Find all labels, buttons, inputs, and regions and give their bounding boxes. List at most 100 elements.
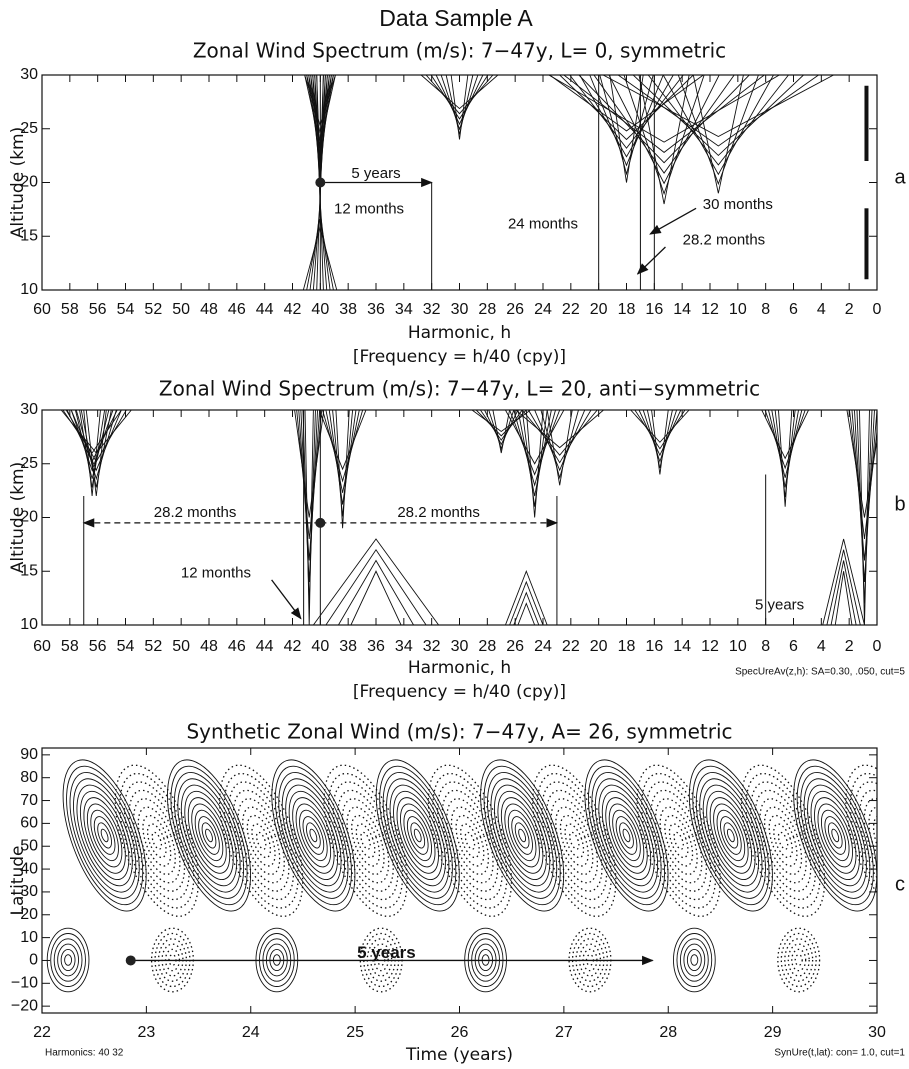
contour <box>605 797 648 874</box>
contour <box>777 831 789 850</box>
x-tick-label: 56 <box>89 301 107 318</box>
contour <box>83 410 101 497</box>
x-axis-sublabel: [Frequency = h/40 (cpy)] <box>353 682 566 702</box>
contour <box>638 75 690 205</box>
contour <box>699 778 763 893</box>
x-tick-label: 40 <box>311 301 329 318</box>
contour <box>332 781 399 901</box>
x-tick-label: 24 <box>534 301 552 318</box>
contour <box>881 831 894 850</box>
x-tick-label: 25 <box>346 1024 364 1041</box>
contour <box>759 798 807 884</box>
x-tick-label: 20 <box>590 638 608 655</box>
annotation: 5 years <box>755 597 804 614</box>
contour <box>517 410 552 497</box>
contour <box>430 75 489 120</box>
contour <box>874 822 900 860</box>
x-tick-label: 27 <box>555 1024 573 1041</box>
x-tick-label: 32 <box>423 638 441 655</box>
contour <box>872 814 877 867</box>
contour <box>803 778 867 893</box>
contour <box>645 781 712 901</box>
contour <box>549 75 704 132</box>
annotation: 30 months <box>703 196 773 213</box>
x-tick-label: 48 <box>200 301 218 318</box>
x-tick-label: 52 <box>144 301 162 318</box>
contour <box>647 75 789 166</box>
contour <box>602 75 834 138</box>
contour <box>251 823 272 859</box>
contour <box>274 765 352 906</box>
contour <box>830 560 857 625</box>
y-tick-label: 90 <box>20 746 38 763</box>
contour <box>483 765 561 906</box>
contour <box>650 789 708 892</box>
contour <box>410 822 426 849</box>
contour <box>679 938 709 982</box>
contour <box>848 410 877 540</box>
contour <box>548 75 780 143</box>
contour <box>845 764 877 917</box>
contour <box>471 410 531 433</box>
contour <box>97 822 112 849</box>
x-tick-label: 48 <box>200 638 218 655</box>
contour <box>584 759 669 912</box>
x-tick-label: 56 <box>89 638 107 655</box>
contour <box>325 548 427 625</box>
contour <box>608 75 720 185</box>
contour <box>630 410 690 443</box>
x-tick-label: 4 <box>817 301 826 318</box>
x-tick-label: 46 <box>228 301 246 318</box>
contour <box>780 932 817 988</box>
contour <box>773 823 793 859</box>
contour <box>60 948 76 972</box>
contour <box>46 927 90 993</box>
contour <box>778 410 793 507</box>
contour <box>335 410 350 529</box>
point <box>315 177 326 188</box>
y-tick-label: 60 <box>20 815 38 832</box>
y-tick-label: 80 <box>20 769 38 786</box>
contour <box>500 797 544 874</box>
x-tick-label: 44 <box>256 638 274 655</box>
contour <box>822 538 865 625</box>
contour <box>654 798 703 884</box>
contour <box>83 797 126 874</box>
x-axis-sublabel: [Frequency = h/40 (cpy)] <box>353 347 566 367</box>
contour <box>706 790 756 880</box>
contour <box>285 784 342 887</box>
contour <box>831 828 840 843</box>
contour <box>534 410 586 472</box>
x-tick-label: 36 <box>367 301 385 318</box>
contour <box>450 806 490 875</box>
x-tick-label: 26 <box>451 1024 469 1041</box>
contour <box>128 789 186 892</box>
x-tick-label: 14 <box>673 638 691 655</box>
contour <box>180 784 238 887</box>
x-tick-label: 28 <box>478 638 496 655</box>
y-tick-label: 10 <box>20 281 38 298</box>
contour <box>846 410 877 518</box>
contour <box>563 75 765 153</box>
contour <box>794 954 803 966</box>
x-tick-label: 58 <box>61 301 79 318</box>
x-tick-label: 60 <box>33 301 51 318</box>
annotation: 5 years <box>357 943 416 962</box>
y-axis-label: Altitude (km) <box>8 462 28 574</box>
contour <box>702 784 760 887</box>
y-tick-label: 50 <box>20 837 38 854</box>
contour <box>569 831 580 850</box>
x-tick-label: 6 <box>789 301 798 318</box>
contour <box>191 803 227 868</box>
contour <box>646 410 673 469</box>
contour <box>187 797 231 874</box>
contour <box>784 938 814 982</box>
x-tick-label: 26 <box>506 638 524 655</box>
contour <box>820 809 850 862</box>
x-tick-label: 34 <box>395 301 413 318</box>
contour <box>396 797 439 874</box>
panel: Zonal Wind Spectrum (m/s): 7−47y, L= 0, … <box>8 39 906 368</box>
panel-label: b <box>894 493 905 515</box>
contour <box>137 806 176 875</box>
